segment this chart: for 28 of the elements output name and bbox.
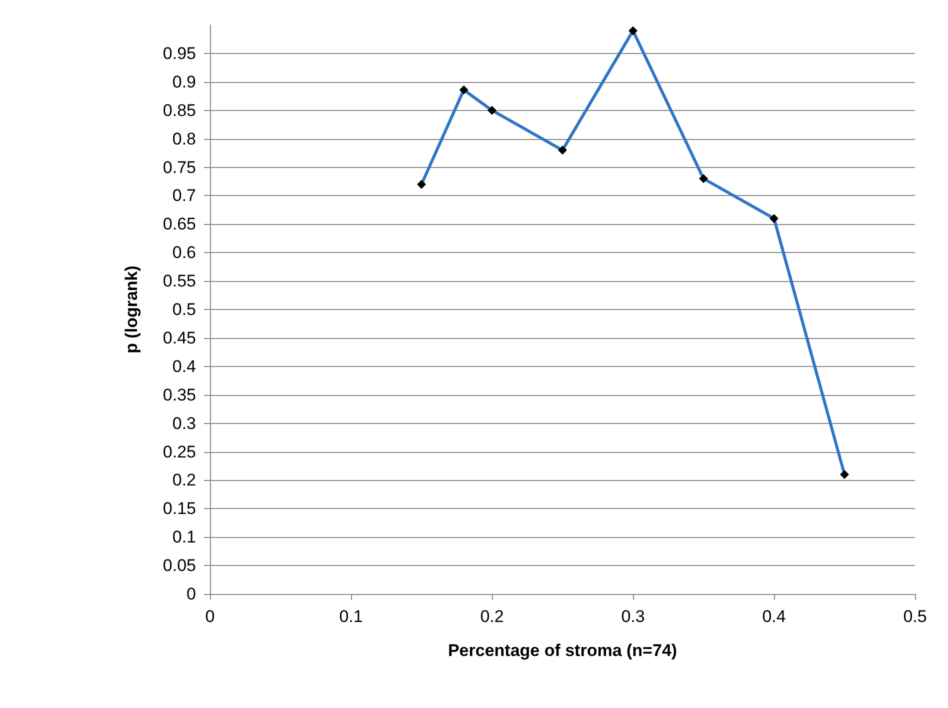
y-tick-label: 0.7 — [172, 186, 196, 206]
x-tick-label: 0 — [205, 607, 215, 626]
y-tick-label: 0.15 — [162, 499, 196, 518]
x-tick-label: 0.3 — [621, 607, 645, 626]
y-axis-title: p (logrank) — [122, 266, 141, 354]
y-tick-label: 0.25 — [162, 442, 196, 462]
y-tick-label: 0.2 — [172, 470, 196, 490]
y-tick-label: 0.5 — [172, 300, 196, 319]
y-tick-label: 0.05 — [162, 556, 196, 576]
y-tick-label: 0.75 — [162, 158, 196, 177]
y-tick-label: 0.95 — [162, 44, 196, 63]
x-tick-label: 0.2 — [480, 607, 504, 626]
y-tick-label: 0 — [186, 584, 196, 604]
y-tick-label: 0.8 — [172, 129, 196, 148]
y-tick-label: 0.65 — [162, 214, 196, 234]
x-axis-title: Percentage of stroma (n=74) — [448, 641, 678, 660]
y-tick-label: 0.45 — [162, 328, 196, 348]
y-tick-label: 0.3 — [172, 414, 196, 433]
y-tick-label: 0.55 — [162, 272, 196, 291]
y-tick-label: 0.9 — [172, 72, 196, 92]
x-tick-label: 0.1 — [339, 607, 363, 626]
y-tick-label: 0.1 — [172, 528, 196, 547]
y-tick-label: 0.35 — [162, 385, 196, 404]
y-tick-label: 0.85 — [162, 100, 196, 120]
y-tick-label: 0.6 — [172, 243, 196, 262]
y-tick-label: 0.4 — [172, 356, 196, 376]
x-tick-label: 0.5 — [903, 607, 927, 626]
x-tick-label: 0.4 — [762, 607, 786, 626]
